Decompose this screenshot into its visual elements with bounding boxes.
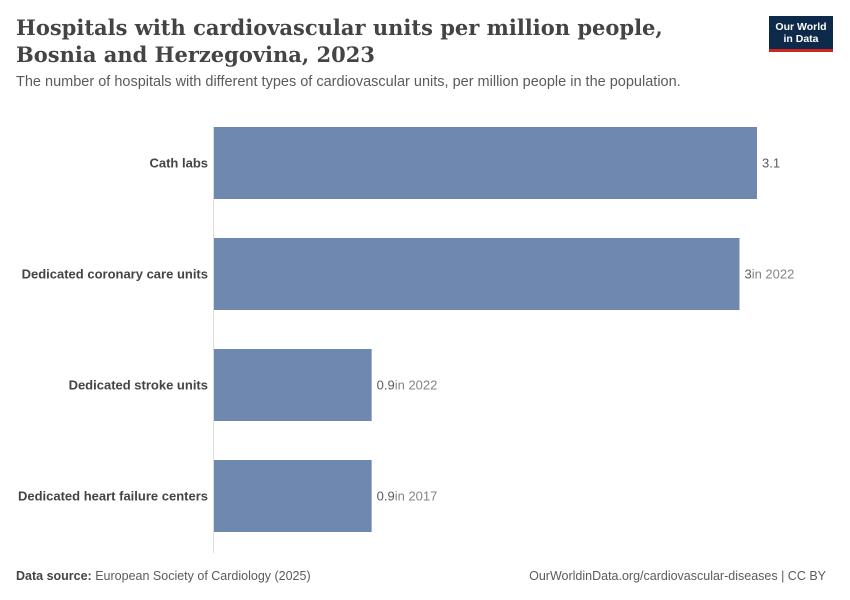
bars-group: Cath labs 3.1 Dedicated coronary care unit… xyxy=(18,127,794,532)
bar-dedicated-stroke-units[interactable] xyxy=(214,349,372,421)
value-label-dedicated-heart-failure-centers: 0.9in 2017 xyxy=(377,489,438,504)
owid-logo[interactable]: Our World in Data xyxy=(769,16,833,52)
logo-line-1: Our World xyxy=(775,21,827,33)
footer-source: Data source: European Society of Cardiol… xyxy=(16,569,311,583)
category-label-cath-labs: Cath labs xyxy=(149,156,208,171)
bar-chart: Cath labs 3.1 Dedicated coronary care unit… xyxy=(18,126,794,553)
logo-line-2: in Data xyxy=(783,33,819,45)
chart-subtitle: The number of hospitals with different t… xyxy=(16,74,681,90)
value-label-dedicated-coronary-care-units: 3in 2022 xyxy=(744,267,794,282)
year-note-dedicated-stroke-units: in 2022 xyxy=(395,378,438,393)
category-label-dedicated-coronary-care-units: Dedicated coronary care units xyxy=(22,267,208,282)
value-label-dedicated-stroke-units: 0.9in 2022 xyxy=(377,378,438,393)
footer-url[interactable]: OurWorldinData.org/cardiovascular-diseas… xyxy=(529,569,826,583)
chart-title: Hospitals with cardiovascular units per … xyxy=(16,15,663,67)
category-label-dedicated-heart-failure-centers: Dedicated heart failure centers xyxy=(18,489,208,504)
value-label-cath-labs: 3.1 xyxy=(762,156,780,171)
bar-cath-labs[interactable] xyxy=(214,127,757,199)
year-note-dedicated-coronary-care-units: in 2022 xyxy=(752,267,795,282)
category-label-dedicated-stroke-units: Dedicated stroke units xyxy=(69,378,208,393)
source-label: Data source: xyxy=(16,569,92,583)
year-note-dedicated-heart-failure-centers: in 2017 xyxy=(395,489,438,504)
source-text[interactable]: European Society of Cardiology (2025) xyxy=(95,569,311,583)
bar-dedicated-coronary-care-units[interactable] xyxy=(214,238,740,310)
bar-dedicated-heart-failure-centers[interactable] xyxy=(214,460,372,532)
